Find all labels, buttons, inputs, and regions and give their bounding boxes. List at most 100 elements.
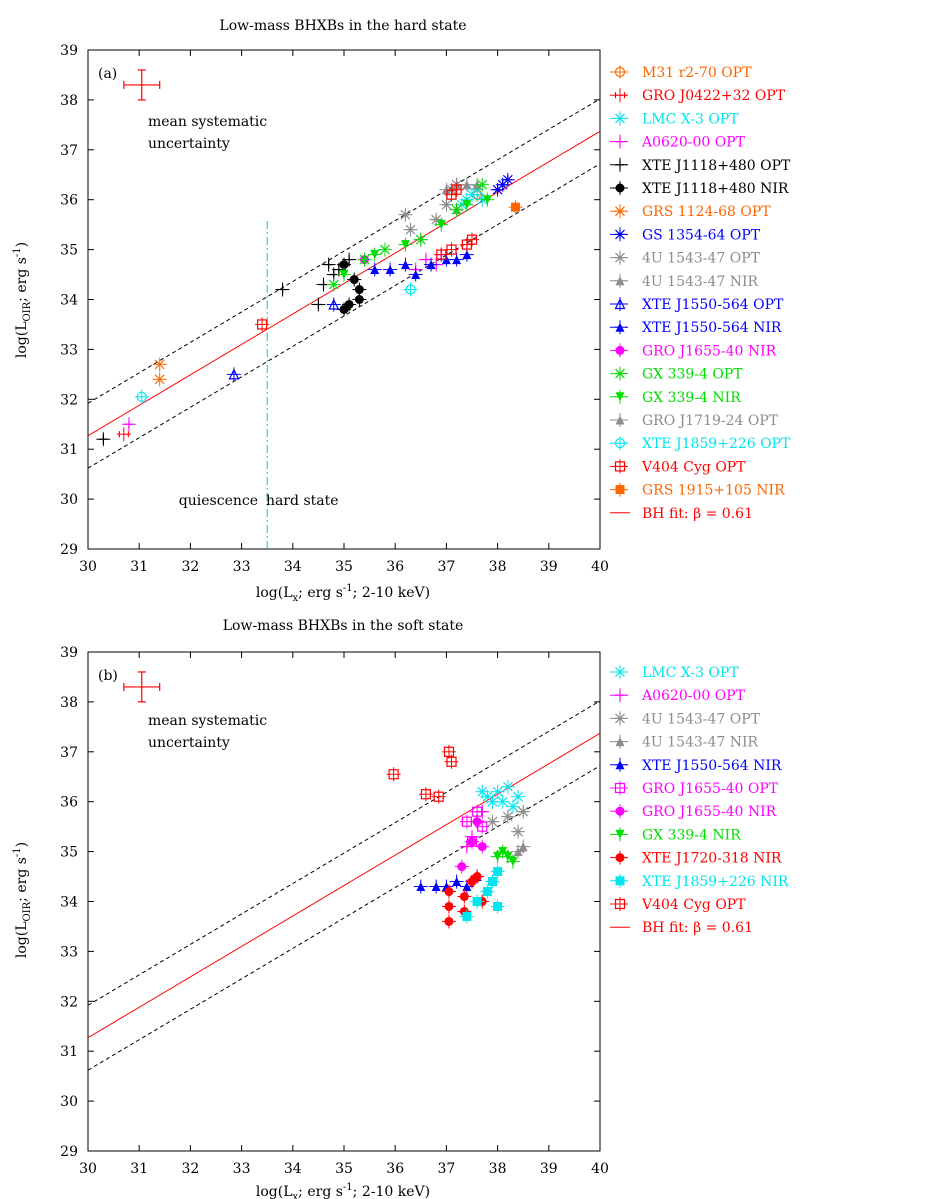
x-tick-label: 30 (79, 559, 97, 575)
data-point (347, 272, 362, 287)
legend-marker (613, 711, 627, 726)
x-tick-label: 34 (284, 559, 302, 575)
data-point (377, 242, 392, 257)
data-point (121, 417, 136, 432)
y-tick-label: 31 (60, 442, 78, 458)
data-point (367, 247, 382, 262)
legend-label: V404 Cyg OPT (641, 459, 746, 475)
legend-label: LMC X-3 OPT (642, 665, 739, 681)
data-point (449, 874, 464, 889)
data-point (357, 252, 372, 267)
panel-a-legend: M31 r2-70 OPT GRO J0422+32 OPT LMC X-3 OPT… (610, 65, 791, 522)
legend-item: GX 339-4 OPT (610, 366, 743, 383)
panel-a-hardstate-label: hard state (266, 493, 339, 509)
legend-marker (613, 111, 627, 126)
legend-item: XTE J1550-564 NIR (610, 757, 782, 774)
legend-item: XTE J1550-564 OPT (610, 297, 784, 313)
data-point (465, 834, 479, 849)
panel-b-label: (b) (98, 668, 118, 684)
x-tick-label: 40 (591, 1161, 609, 1177)
legend-item: 4U 1543-47 NIR (610, 734, 759, 751)
legend-label: XTE J1550-564 OPT (642, 297, 784, 313)
legend-item: GX 339-4 NIR (610, 827, 741, 843)
data-point (485, 794, 500, 809)
legend-label: A0620-00 OPT (641, 135, 746, 151)
data-point (449, 252, 464, 267)
data-point (383, 262, 398, 277)
data-point (311, 297, 326, 312)
legend-marker (613, 850, 627, 865)
legend-label: 4U 1543-47 OPT (642, 711, 761, 727)
legend-item: V404 Cyg OPT (610, 459, 746, 475)
data-point (508, 200, 523, 215)
legend-label: V404 Cyg OPT (641, 897, 746, 913)
y-tick-label: 38 (60, 93, 78, 109)
legend-label: XTE J1118+480 OPT (642, 158, 791, 174)
legend-item: A0620-00 OPT (610, 688, 746, 704)
legend-item: M31 r2-70 OPT (610, 65, 752, 81)
panel-b-ticks: 30 31 32 33 34 35 36 37 38 39 40293031323334353637… (60, 645, 609, 1177)
legend-marker (613, 65, 627, 79)
panel-b-legend: LMC X-3 OPT A0620-00 OPT 4U 1543-47 OPT 4U … (610, 665, 789, 936)
panel-a-ylabel: log(LOIR; erg s-1) (12, 242, 33, 358)
data-point (439, 197, 454, 212)
data-point (398, 207, 413, 222)
data-point (441, 899, 456, 914)
x-tick-label: 30 (79, 1161, 97, 1177)
data-point (441, 914, 456, 929)
legend-label: GRO J1655-40 NIR (642, 804, 777, 820)
x-tick-label: 35 (335, 559, 353, 575)
panel-a-quiescence-label: quiescence (179, 493, 258, 509)
legend-label: GX 339-4 OPT (642, 367, 743, 383)
data-point (134, 389, 149, 404)
data-point (434, 247, 449, 262)
data-point (403, 282, 418, 297)
legend-marker (613, 413, 627, 427)
panel-a-sys-label-1: mean systematic (148, 114, 267, 130)
legend-item: XTE J1118+480 NIR (610, 181, 789, 197)
data-point (403, 222, 418, 237)
data-point (470, 814, 485, 829)
legend-marker (613, 273, 627, 288)
data-point (495, 844, 510, 859)
data-point (490, 864, 505, 879)
legend-marker (613, 88, 627, 103)
legend-label: GRO J1655-40 NIR (642, 343, 777, 359)
data-point (441, 884, 456, 899)
panel-b: Low-mass BHXBs in the soft state (b) 30 3… (12, 618, 789, 1199)
data-point (449, 202, 464, 217)
legend-marker (613, 827, 627, 842)
data-point (470, 869, 485, 884)
legend-label: GS 1354-64 OPT (642, 227, 761, 243)
legend-item: V404 Cyg OPT (610, 897, 746, 913)
data-point (516, 804, 531, 819)
y-tick-label: 29 (60, 1144, 78, 1160)
x-tick-label: 37 (437, 559, 455, 575)
legend-label: GRO J0422+32 OPT (642, 88, 786, 104)
legend-marker (613, 734, 627, 749)
legend-item: GRO J1655-40 NIR (610, 343, 777, 359)
legend-marker (613, 436, 627, 451)
legend-label: LMC X-3 OPT (642, 111, 739, 127)
y-tick-label: 34 (60, 895, 78, 911)
data-point (500, 779, 515, 794)
x-tick-label: 39 (540, 1161, 558, 1177)
data-point (511, 824, 526, 839)
data-point (495, 794, 510, 809)
legend-marker (613, 459, 627, 474)
y-tick-label: 34 (60, 293, 78, 309)
legend-item: GRO J1719-24 OPT (610, 413, 779, 429)
legend-item: GRO J1655-40 NIR (610, 804, 777, 820)
data-point (454, 859, 469, 874)
panel-b-systematic (123, 671, 161, 703)
y-tick-label: 33 (60, 944, 78, 960)
y-tick-label: 32 (60, 392, 78, 408)
data-point (326, 297, 341, 312)
data-point (511, 789, 526, 804)
legend-marker (613, 204, 627, 219)
legend-label: XTE J1720-318 NIR (642, 851, 782, 867)
x-tick-label: 38 (489, 559, 507, 575)
data-point (475, 784, 490, 799)
legend-label: GRO J1719-24 OPT (642, 413, 779, 429)
